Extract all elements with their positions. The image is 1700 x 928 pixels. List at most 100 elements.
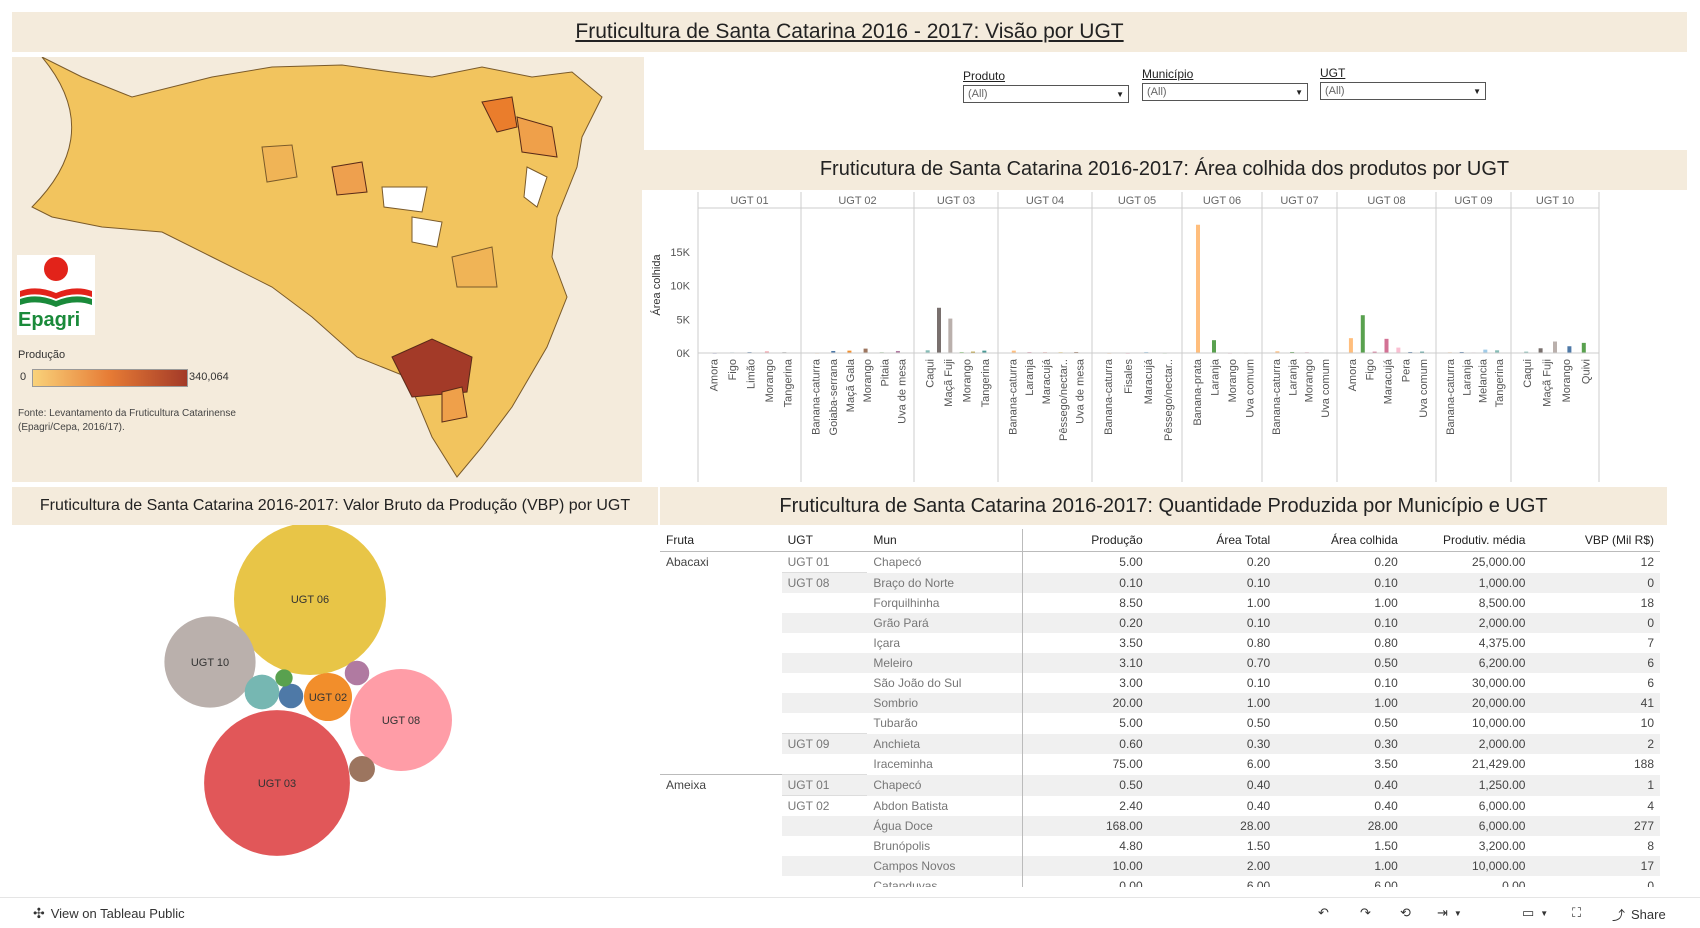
table-header-cell[interactable]: Mun [867, 529, 1023, 552]
refresh-button[interactable]: ⇥ ▼ [1437, 905, 1462, 921]
source-line-1: Fonte: Levantamento da Fruticultura Cata… [18, 408, 236, 419]
table-cell: 3,200.00 [1478, 839, 1526, 853]
table-cell: 0.50 [1021, 774, 1149, 796]
table-panel: Fruticultura de Santa Catarina 2016-2017… [660, 487, 1667, 887]
y-axis-label: Área colhida [650, 254, 663, 316]
table-cell: Meleiro [867, 653, 1023, 673]
table-row[interactable]: Sombrio 20.00 1.00 1.00 20,000.00 41 [660, 693, 1660, 713]
table-cell: Ameixa [660, 774, 782, 796]
legend-color-ramp [32, 369, 188, 387]
table-cell: 3.50 [1021, 633, 1149, 653]
filter-produto[interactable]: Produto (All) ▼ [963, 69, 1129, 103]
panel-header-ugt-09: UGT 09 [1454, 195, 1492, 207]
table-header-row: Fruta UGT Mun Produção Área Total Área colhid… [660, 529, 1660, 552]
table-cell: 6 [1647, 676, 1654, 690]
panel-header-ugt-03: UGT 03 [937, 195, 975, 207]
table-cell: 0.10 [1246, 676, 1271, 690]
table-cell: 8 [1647, 839, 1654, 853]
table-cell: Braço do Norte [867, 572, 1023, 593]
bar-mark [1581, 342, 1586, 353]
table-cell: 0.00 [1502, 879, 1526, 887]
bar-mark [895, 350, 900, 353]
table-row[interactable]: Catanduvas 0.00 6.00 6.00 0.00 0 [660, 876, 1660, 887]
table-row[interactable]: UGT 08 Braço do Norte 0.10 0.10 0.10 1,000.00… [660, 572, 1660, 593]
table-header-cell[interactable]: Área Total [1148, 529, 1277, 552]
table-cell: 8.50 [1021, 593, 1149, 613]
filter-ugt[interactable]: UGT (All) ▼ [1320, 66, 1486, 100]
table-cell: 4 [1647, 798, 1654, 813]
table-cell [660, 713, 782, 734]
table-cell: 277 [1531, 816, 1660, 836]
table-header-cell[interactable]: UGT [781, 529, 868, 552]
table-header-cell[interactable]: Fruta [660, 529, 782, 552]
table-row[interactable]: Campos Novos 10.00 2.00 1.00 10,000.00 17 [660, 856, 1660, 876]
table-cell: 4.80 [1021, 836, 1149, 856]
area-colhida-bar-chart[interactable]: Área colhida 0K 5K 10K 15K UGT 01 Amora Figo Lim… [642, 190, 1687, 482]
table-cell: 25,000.00 [1472, 555, 1526, 570]
table-cell: 75.00 [1021, 754, 1149, 775]
share-button[interactable]: ⤴ Share [1612, 905, 1666, 924]
x-tick-label: Banana-caturra [811, 358, 823, 435]
table-row[interactable]: Abacaxi UGT 01 Chapecó 5.00 0.20 0.20 25,000.0… [660, 551, 1660, 573]
filter-produto-select[interactable]: (All) ▼ [963, 85, 1129, 103]
revert-button[interactable]: ⟲ [1400, 905, 1411, 921]
source-note: Fonte: Levantamento da Fruticultura Cata… [18, 407, 236, 435]
table-row[interactable]: UGT 02 Abdon Batista 2.40 0.40 0.40 6,000.00 4 [660, 795, 1660, 816]
table-cell: 4,375.00 [1478, 636, 1526, 650]
table-cell [782, 593, 868, 613]
table-row[interactable]: Brunópolis 4.80 1.50 1.50 3,200.00 8 [660, 836, 1660, 856]
table-cell [660, 816, 782, 836]
device-layout-button[interactable]: ▭ ▼ [1522, 905, 1548, 921]
table-row[interactable]: Iraceminha 75.00 6.00 3.50 21,429.00 188 [660, 754, 1660, 775]
table-row[interactable]: Tubarão 5.00 0.50 0.50 10,000.00 10 [660, 713, 1660, 734]
vbp-bubble-chart[interactable]: UGT 06 UGT 03 UGT 08 UGT 10 UGT 02 [12, 525, 658, 887]
table-header-cell[interactable]: Produção [1021, 529, 1149, 552]
map-panel[interactable]: Epagri Produção 0 340,064 Fonte: Levanta… [12, 57, 644, 482]
table-row[interactable]: São João do Sul 3.00 0.10 0.10 30,000.00 6 [660, 673, 1660, 693]
table-cell [660, 673, 782, 693]
x-tick-label: Maracujá [1143, 358, 1155, 404]
table-cell: 41 [1531, 693, 1660, 713]
bar-mark [1011, 350, 1016, 353]
table-row[interactable]: Grão Pará 0.20 0.10 0.10 2,000.00 0 [660, 613, 1660, 633]
fullscreen-button[interactable]: ⛶ [1572, 905, 1581, 921]
redo-button[interactable]: ↷ [1360, 905, 1371, 921]
table-row[interactable]: Ameixa UGT 01 Chapecó 0.50 0.40 0.40 1,250.00 1 [660, 774, 1660, 796]
x-tick-label: Banana-caturra [1103, 358, 1115, 435]
x-tick-label: Maçã Gala [845, 358, 857, 412]
bubble-mark [344, 660, 370, 686]
undo-button[interactable]: ↶ [1318, 905, 1329, 921]
share-label: Share [1631, 907, 1666, 922]
tableau-toolbar: ✣ View on Tableau Public ↶ ↷ ⟲ ⇥ ▼ ▭ ▼ ⛶ ⤴… [0, 897, 1700, 928]
table-cell: 6.00 [1246, 757, 1271, 772]
table-cell: 6.00 [1374, 879, 1398, 887]
table-cell: 0.40 [1148, 774, 1277, 796]
table-cell: Tubarão [873, 716, 918, 731]
table-cell: 6,000.00 [1403, 816, 1532, 836]
x-tick-label: Melancia [1478, 358, 1490, 403]
filter-ugt-select[interactable]: (All) ▼ [1320, 82, 1486, 100]
bar-mark [1212, 340, 1216, 353]
table-cell [782, 713, 868, 734]
table-row[interactable]: Içara 3.50 0.80 0.80 4,375.00 7 [660, 633, 1660, 653]
table-cell: Forquilhinha [873, 596, 940, 610]
santa-catarina-map[interactable] [12, 57, 644, 482]
view-on-tableau-button[interactable]: ✣ View on Tableau Public [33, 905, 185, 922]
filter-municipio[interactable]: Município (All) ▼ [1142, 67, 1308, 101]
bar-mark [1360, 315, 1365, 353]
filter-municipio-select[interactable]: (All) ▼ [1142, 83, 1308, 101]
table-cell [660, 836, 782, 856]
table-cell: 28.00 [1148, 816, 1277, 836]
table-cell: 5.00 [1021, 713, 1149, 734]
table-header-cell[interactable]: Produtiv. média [1403, 529, 1532, 552]
table-row[interactable]: Água Doce 168.00 28.00 28.00 6,000.00 277 [660, 816, 1660, 836]
table-row[interactable]: UGT 09 Anchieta 0.60 0.30 0.30 2,000.00 2 [660, 733, 1660, 754]
filter-municipio-label: Município [1142, 67, 1194, 81]
table-header-cell[interactable]: VBP (Mil R$) [1531, 529, 1660, 552]
production-table[interactable]: Fruta UGT Mun Produção Área Total Área colhid… [660, 529, 1660, 887]
table-header-cell[interactable]: Área colhida [1276, 529, 1404, 552]
table-row[interactable]: Forquilhinha 8.50 1.00 1.00 8,500.00 18 [660, 593, 1660, 613]
tableau-logo-icon: ✣ [33, 905, 45, 921]
table-row[interactable]: Meleiro 3.10 0.70 0.50 6,200.00 6 [660, 653, 1660, 673]
x-tick-label: Morango [961, 359, 973, 402]
